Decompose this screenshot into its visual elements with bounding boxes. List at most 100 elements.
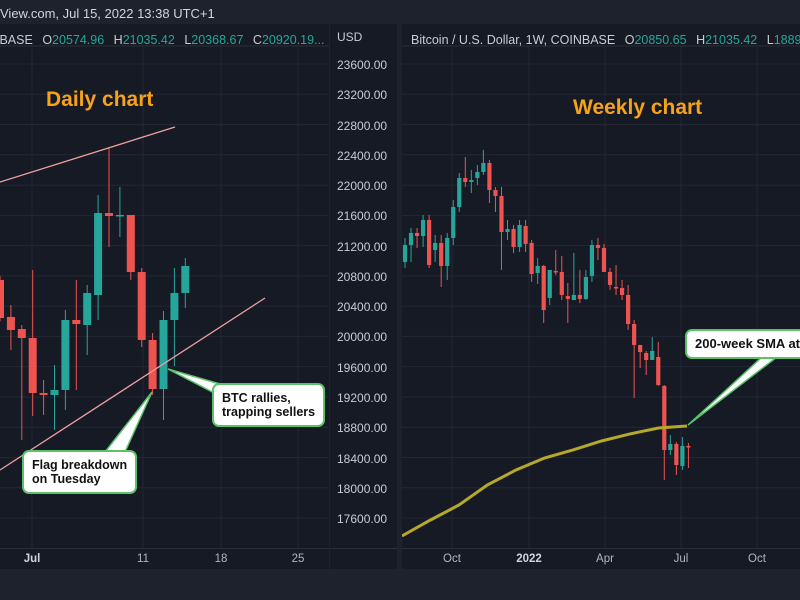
callout-pointer xyxy=(103,391,153,453)
candle-down xyxy=(439,242,444,266)
price-label: 18400.00 xyxy=(337,451,388,466)
callout-flag-breakdown: Flag breakdown on Tuesday xyxy=(22,450,138,494)
candle-down xyxy=(559,271,564,295)
price-label: 21200.00 xyxy=(337,239,388,254)
candle-down xyxy=(529,242,534,274)
candle-down xyxy=(137,272,146,340)
price-label: 21600.00 xyxy=(337,209,388,224)
candle-up xyxy=(433,242,438,250)
price-label: 22800.00 xyxy=(337,118,388,133)
close-label: C xyxy=(252,33,262,47)
time-label: Jul xyxy=(673,553,689,565)
candle-down xyxy=(511,228,516,247)
candle-up xyxy=(420,219,426,236)
candle-down xyxy=(686,445,691,448)
candle-down xyxy=(626,294,631,325)
candle-up xyxy=(481,162,486,172)
price-label: 19600.00 xyxy=(337,360,388,375)
candle-up xyxy=(115,214,124,217)
candle-down xyxy=(72,319,81,325)
candle-down xyxy=(28,338,37,394)
sma-200-week-line xyxy=(402,424,688,538)
candle-up xyxy=(451,207,456,238)
candle-down xyxy=(6,316,15,330)
candle-down xyxy=(105,212,113,217)
weekly-ohlc-legend: Bitcoin / U.S. Dollar, 1W, COINBASE O208… xyxy=(411,33,800,47)
candle-down xyxy=(644,352,649,360)
candle-down xyxy=(463,177,468,182)
callout-200-week-sma: 200-week SMA at $ xyxy=(685,329,800,359)
time-label: Jul xyxy=(23,553,41,565)
callout-line: Flag breakdown xyxy=(32,458,128,472)
candle-up xyxy=(61,319,70,390)
candle-down xyxy=(17,328,26,339)
price-label: 20000.00 xyxy=(337,330,388,345)
candle-down xyxy=(541,265,546,311)
candle-down xyxy=(487,162,492,190)
candle-up xyxy=(83,292,92,325)
weekly-chart-pane[interactable]: Bitcoin / U.S. Dollar, 1W, COINBASE O208… xyxy=(402,24,800,568)
price-label: 23200.00 xyxy=(337,88,388,103)
candle-up xyxy=(94,212,103,296)
upper-trendline xyxy=(0,126,176,183)
candle-up xyxy=(170,292,179,320)
candle-up xyxy=(535,265,540,274)
weekly-time-axis[interactable]: Oct 2022 Apr Jul Oct xyxy=(402,548,800,569)
time-label: Oct xyxy=(748,553,766,565)
open-label: O xyxy=(42,33,53,47)
time-label: 2022 xyxy=(516,553,542,565)
price-label: 19200.00 xyxy=(337,390,388,405)
candle-down xyxy=(0,279,4,319)
candle-up xyxy=(517,224,522,247)
time-label: Apr xyxy=(596,553,614,565)
pane-separator[interactable] xyxy=(397,24,402,568)
candle-up xyxy=(475,171,480,178)
candle-down xyxy=(619,287,625,295)
candle-up xyxy=(650,350,655,360)
low-label: L xyxy=(184,33,192,47)
candle-down xyxy=(148,339,157,390)
price-label: 18000.00 xyxy=(337,481,388,496)
candle-up xyxy=(50,389,59,395)
candle-up xyxy=(469,180,474,182)
high-label: H xyxy=(696,33,706,47)
candle-down xyxy=(601,247,607,272)
callout-line: trapping sellers xyxy=(222,405,316,419)
candle-down xyxy=(656,356,661,385)
time-label: Oct xyxy=(443,553,461,565)
open-label: O xyxy=(624,33,635,47)
callout-line: on Tuesday xyxy=(32,472,101,486)
low-value: 20368.67 xyxy=(191,33,244,47)
divider xyxy=(329,24,330,568)
time-label: 11 xyxy=(137,553,149,565)
candle-down xyxy=(499,195,504,232)
candle-down xyxy=(553,270,558,273)
daily-time-axis[interactable]: Jul 11 18 25 xyxy=(0,548,329,569)
high-value: 21035.42 xyxy=(705,33,758,47)
candle-down xyxy=(613,286,619,289)
currency-label: USD xyxy=(337,30,363,44)
candle-down xyxy=(565,296,570,299)
candle-up xyxy=(402,245,408,262)
price-label: 22400.00 xyxy=(337,148,388,163)
candle-up xyxy=(445,237,450,266)
candle-down xyxy=(662,385,667,450)
callout-pointer xyxy=(687,356,780,426)
high-label: H xyxy=(113,33,123,47)
price-axis[interactable]: USD 23600.00 23200.00 22800.00 22400.00 2200… xyxy=(330,24,397,568)
callout-line: BTC rallies, xyxy=(222,391,291,405)
candle-down xyxy=(39,393,48,395)
high-value: 21035.42 xyxy=(122,33,175,47)
daily-chart-pane[interactable]: IBASE O20574.96 H21035.42 L20368.67 C209… xyxy=(0,24,329,568)
price-label: 20400.00 xyxy=(337,300,388,315)
legend-symbol: IBASE xyxy=(0,33,33,47)
low-label: L xyxy=(766,33,774,47)
candle-down xyxy=(638,344,643,353)
price-label: 20800.00 xyxy=(337,269,388,284)
weekly-chart-title: Weekly chart xyxy=(573,96,703,119)
candle-down xyxy=(632,324,637,345)
candle-down xyxy=(595,245,601,248)
legend-symbol: Bitcoin / U.S. Dollar, 1W, COINBASE xyxy=(411,33,616,47)
candle-down xyxy=(427,219,432,265)
lower-trendline xyxy=(0,297,266,471)
